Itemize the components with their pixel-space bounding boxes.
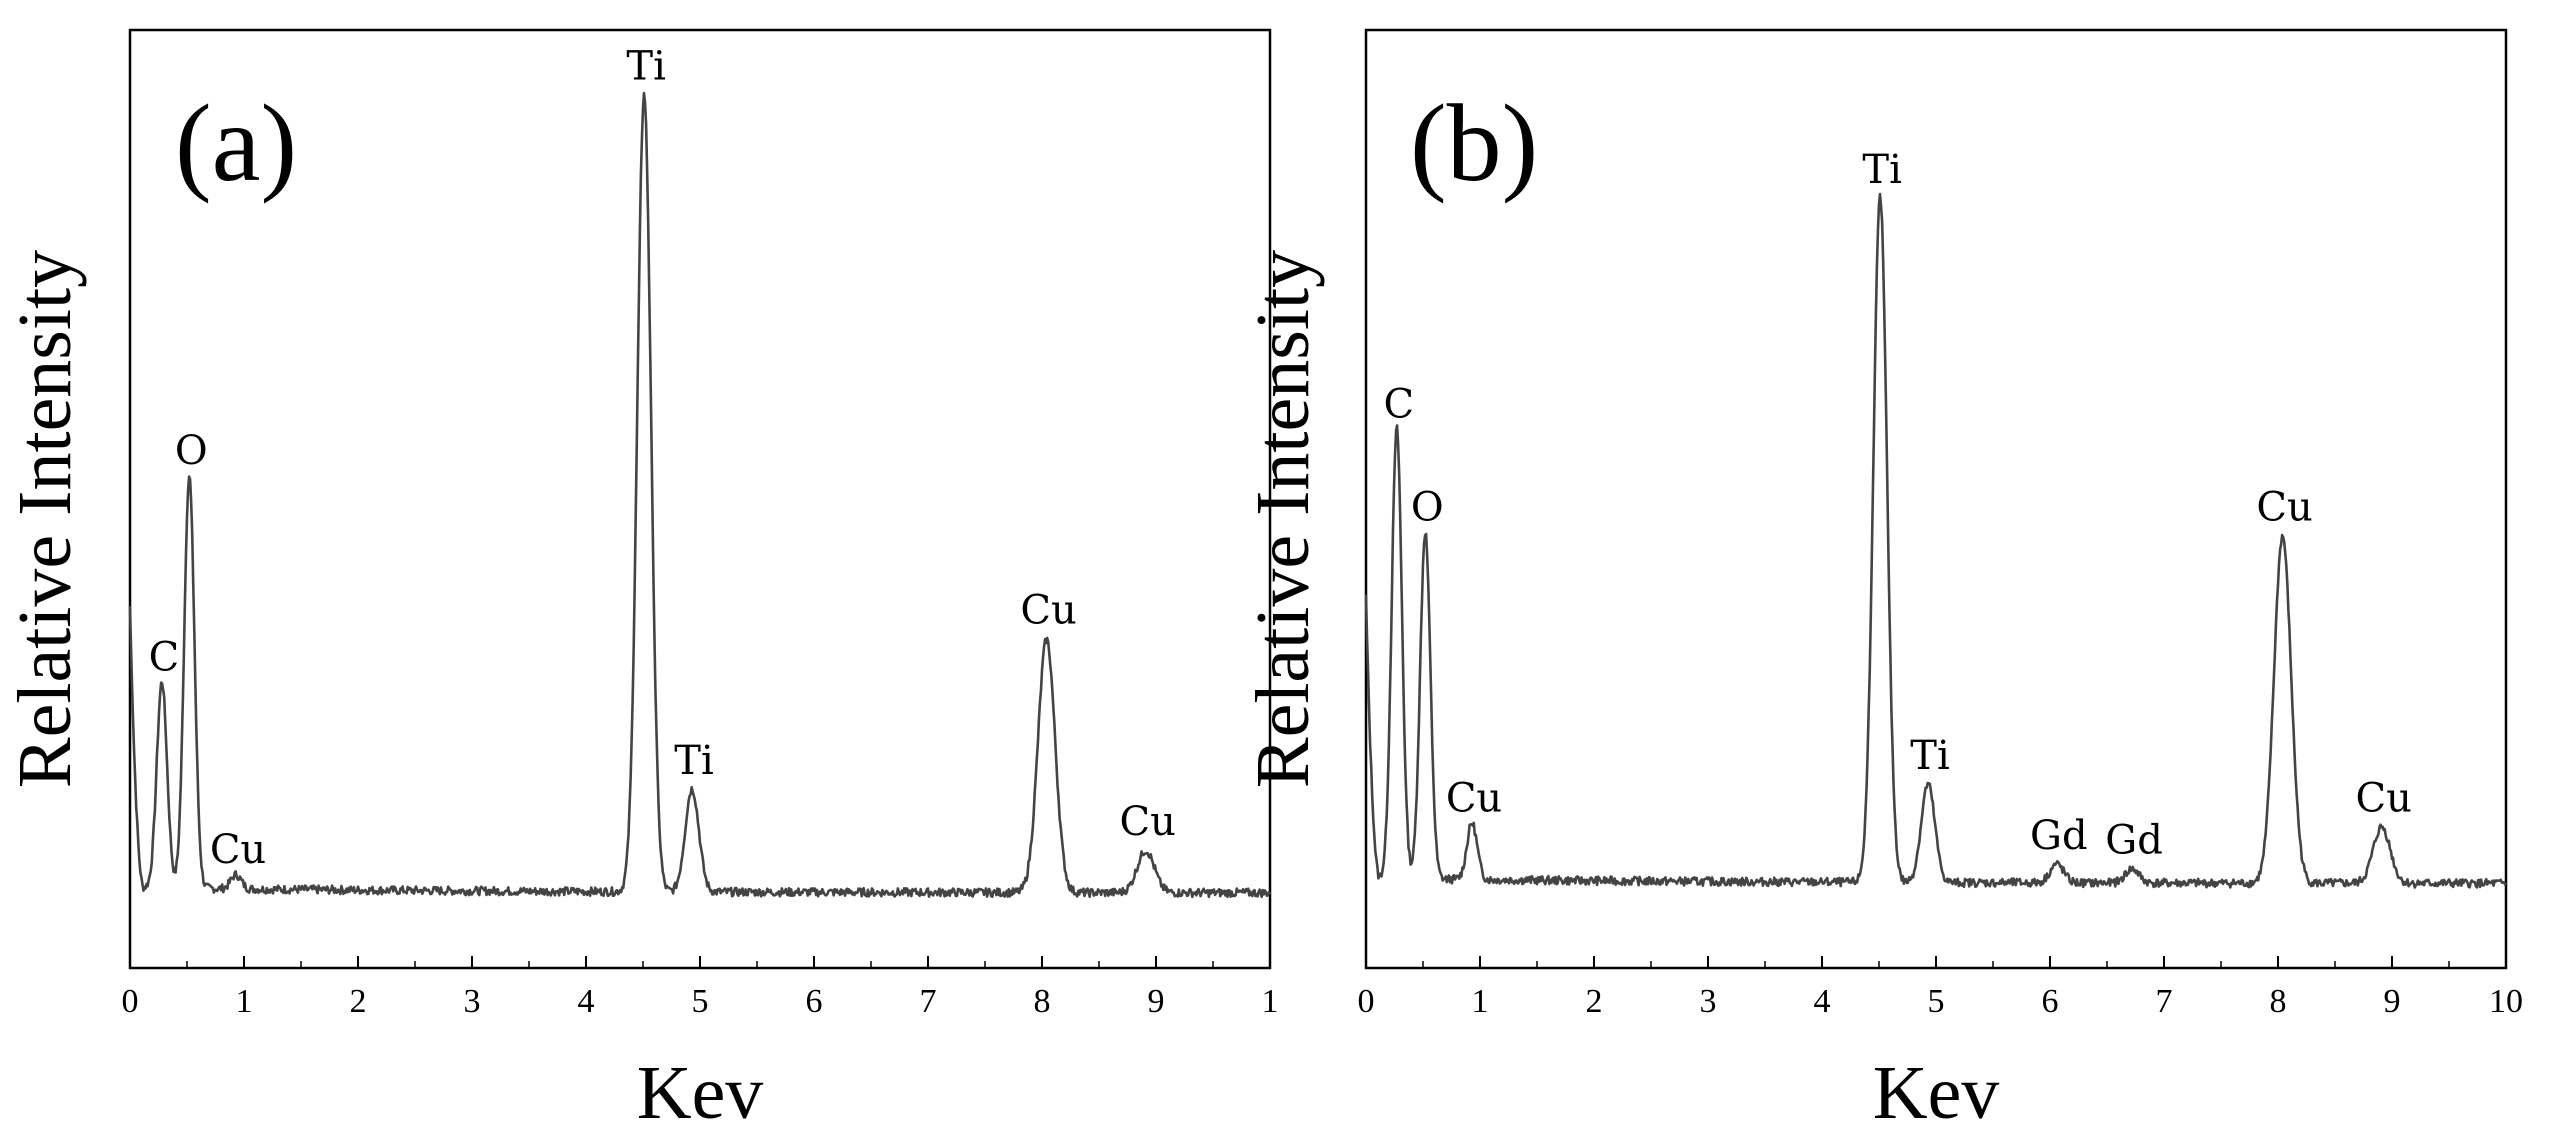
x-tick-label: 5 [692,983,709,1020]
x-tick-label: 9 [2384,983,2401,1020]
peak-label: Ti [1910,733,1949,779]
x-tick-label: 1 [1262,983,1279,1020]
peak-label: Gd [2105,818,2163,864]
peak-label: Gd [2030,813,2088,859]
y-axis-title: Relative Intensity [3,250,87,788]
x-tick-label: 0 [1358,983,1375,1020]
x-tick-label: 6 [2042,983,2059,1020]
peak-label: Ti [626,44,665,90]
x-axis-title: Kev [637,1051,764,1135]
x-tick-label: 10 [2489,983,2523,1020]
x-tick-label: 7 [920,983,937,1020]
peak-label: Ti [1862,147,1901,193]
x-tick-label: 3 [464,983,481,1020]
x-tick-label: 8 [1034,983,1051,1020]
x-tick-label: 2 [350,983,367,1020]
peak-label: Cu [1446,775,1502,821]
x-tick-label: 6 [806,983,823,1020]
spectrum-line [128,91,1272,899]
x-tick-label: 7 [2156,983,2173,1020]
peak-label: C [1383,381,1414,427]
peak-label: Cu [2356,775,2412,821]
x-tick-label: 1 [236,983,253,1020]
x-tick-label: 1 [1472,983,1489,1020]
peak-label: C [149,635,180,681]
peak-label: Ti [674,738,713,784]
x-tick-label: 9 [1148,983,1165,1020]
plot-frame [128,28,1272,970]
x-tick-label: 8 [2270,983,2287,1020]
panel-b: 0 1 2 3 4 5 6 7 8 9 10 Kev Relative Intensity (b) C O Cu… [1241,28,2523,1135]
x-tick-label: 0 [122,983,139,1020]
peak-label: Cu [210,827,266,873]
peak-label: Cu [1120,799,1176,845]
x-tick-label: 2 [1586,983,1603,1020]
peak-label: O [1411,485,1444,531]
x-tick-label: 3 [1700,983,1717,1020]
peak-label: Cu [2256,485,2312,531]
x-axis-title: Kev [1873,1051,2000,1135]
x-tick-label: 4 [1814,983,1831,1020]
x-tick-label: 5 [1928,983,1945,1020]
panel-label: (b) [1410,82,1538,204]
peak-label: O [175,428,208,474]
y-axis-title: Relative Intensity [1241,250,1325,788]
spectrum-line [1364,192,2508,889]
panel-label: (a) [175,82,297,204]
peak-label: Cu [1020,588,1076,634]
panel-a: 0 1 2 3 4 5 6 7 8 9 1 Kev Relative Intensity (a) C O Cu T… [3,28,1279,1135]
x-tick-label: 4 [578,983,595,1020]
